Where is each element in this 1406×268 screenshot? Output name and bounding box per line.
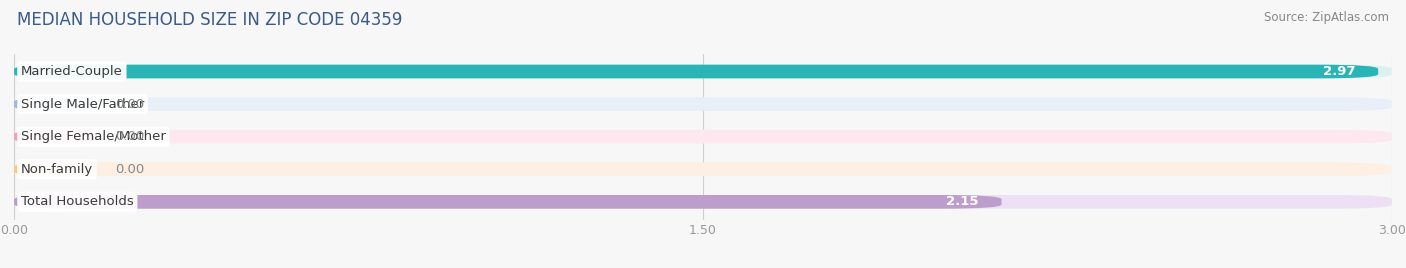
FancyBboxPatch shape: [14, 97, 97, 111]
FancyBboxPatch shape: [14, 195, 1001, 209]
Text: 2.97: 2.97: [1323, 65, 1355, 78]
FancyBboxPatch shape: [14, 97, 1392, 111]
Text: Married-Couple: Married-Couple: [21, 65, 122, 78]
FancyBboxPatch shape: [14, 130, 1392, 144]
Text: Single Female/Mother: Single Female/Mother: [21, 130, 166, 143]
Text: 0.00: 0.00: [115, 98, 145, 111]
Text: Non-family: Non-family: [21, 163, 93, 176]
Text: Single Male/Father: Single Male/Father: [21, 98, 145, 111]
FancyBboxPatch shape: [14, 65, 1392, 78]
Text: Total Households: Total Households: [21, 195, 134, 208]
Text: Source: ZipAtlas.com: Source: ZipAtlas.com: [1264, 11, 1389, 24]
Text: MEDIAN HOUSEHOLD SIZE IN ZIP CODE 04359: MEDIAN HOUSEHOLD SIZE IN ZIP CODE 04359: [17, 11, 402, 29]
Text: 2.15: 2.15: [946, 195, 979, 208]
FancyBboxPatch shape: [14, 162, 1392, 176]
FancyBboxPatch shape: [14, 195, 1392, 209]
Text: 0.00: 0.00: [115, 130, 145, 143]
FancyBboxPatch shape: [14, 130, 97, 144]
Text: 0.00: 0.00: [115, 163, 145, 176]
FancyBboxPatch shape: [14, 162, 97, 176]
FancyBboxPatch shape: [14, 65, 1378, 78]
